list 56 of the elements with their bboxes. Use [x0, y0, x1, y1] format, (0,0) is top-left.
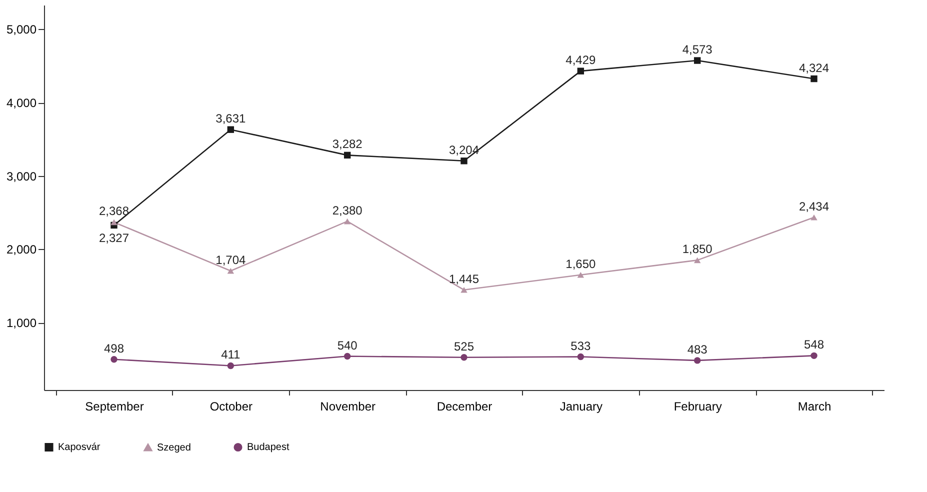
y-tick-label: 4,000	[6, 96, 37, 110]
point	[344, 152, 351, 159]
y-tick-label: 3,000	[6, 169, 37, 184]
data-label: 483	[687, 342, 708, 356]
point	[810, 75, 818, 82]
data-label: 4,324	[798, 60, 830, 75]
point	[227, 126, 234, 133]
point	[694, 357, 701, 364]
data-label: 4,573	[682, 42, 713, 57]
data-label: 2,327	[98, 231, 130, 246]
point	[110, 356, 118, 363]
point	[460, 158, 468, 164]
point	[694, 257, 701, 264]
x-tick-label: December	[436, 400, 492, 414]
x-tick-label: September	[85, 400, 144, 414]
x-tick-label: October	[210, 400, 253, 414]
point	[460, 286, 468, 293]
point	[110, 219, 118, 226]
x-tick-label: March	[798, 400, 832, 414]
data-label: 1,850	[682, 242, 713, 256]
data-label: 3,204	[448, 142, 480, 157]
point	[344, 352, 351, 360]
data-label: 1,704	[216, 252, 246, 267]
point	[344, 218, 351, 224]
data-label: 1,650	[566, 256, 596, 271]
legend-label: Szeged	[157, 442, 191, 454]
point	[577, 272, 584, 278]
data-label: 498	[104, 341, 124, 356]
point	[810, 214, 818, 220]
point	[577, 353, 584, 360]
y-tick-label: 1,000	[6, 316, 37, 330]
point	[460, 354, 468, 361]
point	[227, 362, 234, 370]
data-label: 4,429	[566, 53, 596, 68]
point	[694, 57, 701, 64]
data-label: 1,445	[448, 272, 480, 286]
y-tick-label: 2,000	[6, 242, 37, 257]
data-label: 3,282	[332, 137, 363, 152]
data-label: 411	[221, 348, 241, 362]
x-tick-label: January	[560, 400, 603, 414]
point	[810, 352, 818, 360]
data-label: 3,631	[216, 112, 246, 126]
y-tick-label: 5,000	[6, 22, 37, 37]
data-label: 2,380	[332, 203, 363, 218]
data-label: 525	[454, 339, 474, 354]
data-label: 548	[804, 338, 824, 352]
data-label: 2,368	[98, 204, 130, 218]
x-tick-label: November	[320, 400, 376, 414]
data-label: 540	[337, 338, 358, 352]
data-label: 2,434	[798, 199, 830, 214]
point	[227, 268, 234, 274]
legend-label: Kaposvár	[58, 442, 101, 454]
legend-label: Budapest	[247, 442, 290, 454]
data-label: 533	[570, 338, 591, 353]
point	[577, 68, 584, 74]
x-tick-label: February	[674, 400, 722, 414]
